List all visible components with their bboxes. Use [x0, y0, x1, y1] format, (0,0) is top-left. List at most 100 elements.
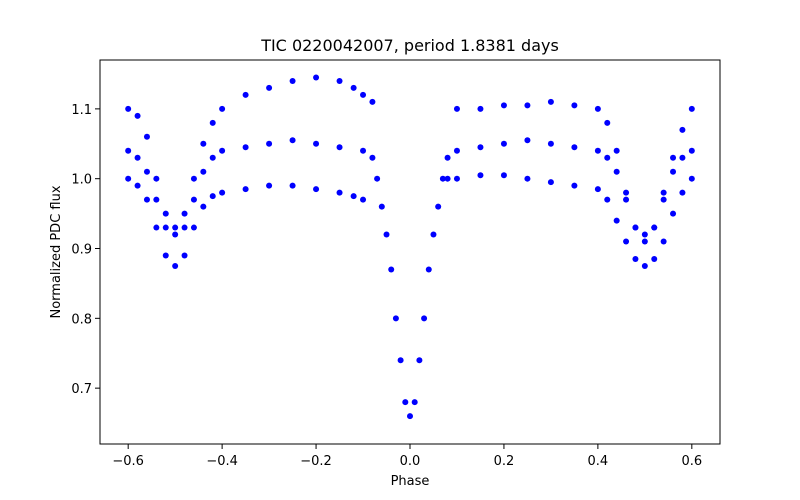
data-point — [360, 91, 367, 98]
data-point — [547, 179, 554, 186]
data-point — [143, 196, 150, 203]
data-point — [181, 224, 188, 231]
data-point — [524, 175, 531, 182]
data-point — [500, 102, 507, 109]
data-point — [313, 186, 320, 193]
data-point — [594, 186, 601, 193]
data-point — [350, 193, 357, 200]
data-point — [125, 175, 132, 182]
data-point — [397, 357, 404, 364]
data-point — [688, 105, 695, 112]
data-point — [200, 203, 207, 210]
data-point — [162, 210, 169, 217]
data-point — [369, 154, 376, 161]
data-point — [402, 399, 409, 406]
data-point — [383, 231, 390, 238]
data-point — [125, 105, 132, 112]
data-point — [547, 140, 554, 147]
data-point — [547, 98, 554, 105]
x-tick-label: 0.2 — [494, 454, 515, 469]
data-point — [153, 196, 160, 203]
data-point — [679, 189, 686, 196]
data-point — [219, 105, 226, 112]
data-point — [190, 196, 197, 203]
data-point — [313, 74, 320, 81]
data-point — [125, 147, 132, 154]
data-point — [453, 105, 460, 112]
data-point — [190, 175, 197, 182]
data-point — [336, 189, 343, 196]
data-point — [594, 105, 601, 112]
data-point — [200, 168, 207, 175]
data-point — [172, 231, 179, 238]
data-point — [604, 154, 611, 161]
x-tick-label: 0.6 — [681, 454, 702, 469]
data-point — [660, 196, 667, 203]
data-point — [134, 154, 141, 161]
data-point — [651, 224, 658, 231]
data-point — [641, 231, 648, 238]
x-tick-label: −0.6 — [112, 454, 144, 469]
data-point — [679, 154, 686, 161]
data-point — [266, 140, 273, 147]
data-point — [374, 175, 381, 182]
data-point — [439, 175, 446, 182]
data-point — [453, 175, 460, 182]
data-point — [444, 154, 451, 161]
data-point — [181, 210, 188, 217]
data-point — [571, 144, 578, 151]
x-tick-label: −0.2 — [300, 454, 332, 469]
data-point — [613, 147, 620, 154]
data-point — [670, 154, 677, 161]
data-point — [613, 168, 620, 175]
data-point — [209, 154, 216, 161]
y-tick-label: 0.9 — [71, 243, 92, 258]
data-point — [411, 399, 418, 406]
data-point — [623, 196, 630, 203]
data-point — [378, 203, 385, 210]
data-point — [477, 144, 484, 151]
data-point — [524, 137, 531, 144]
data-point — [336, 77, 343, 84]
x-tick-label: 0.0 — [400, 454, 421, 469]
chart-title: TIC 0220042007, period 1.8381 days — [260, 36, 559, 55]
data-point — [209, 193, 216, 200]
data-point — [392, 315, 399, 322]
y-tick-label: 0.8 — [71, 312, 92, 327]
data-point — [200, 140, 207, 147]
data-point — [500, 172, 507, 179]
y-tick-label: 1.1 — [71, 103, 92, 118]
data-points — [125, 74, 695, 420]
x-axis: −0.6 −0.4 −0.2 0.0 0.2 0.4 0.6 — [112, 444, 702, 469]
y-axis: 0.7 0.8 0.9 1.0 1.1 — [71, 103, 100, 397]
data-point — [350, 84, 357, 91]
data-point — [430, 231, 437, 238]
y-tick-label: 1.0 — [71, 173, 92, 188]
data-point — [242, 186, 249, 193]
data-point — [477, 105, 484, 112]
data-point — [604, 119, 611, 126]
data-point — [388, 266, 395, 273]
data-point — [369, 98, 376, 105]
data-point — [313, 140, 320, 147]
data-point — [153, 175, 160, 182]
data-point — [604, 196, 611, 203]
data-point — [623, 238, 630, 245]
data-point — [134, 182, 141, 189]
data-point — [172, 262, 179, 269]
data-point — [524, 102, 531, 109]
data-point — [360, 196, 367, 203]
data-point — [670, 210, 677, 217]
data-point — [688, 147, 695, 154]
data-point — [435, 203, 442, 210]
data-point — [613, 217, 620, 224]
data-point — [266, 182, 273, 189]
x-axis-label: Phase — [391, 474, 430, 489]
data-point — [242, 91, 249, 98]
data-point — [500, 140, 507, 147]
data-point — [416, 357, 423, 364]
data-point — [660, 189, 667, 196]
data-point — [641, 238, 648, 245]
